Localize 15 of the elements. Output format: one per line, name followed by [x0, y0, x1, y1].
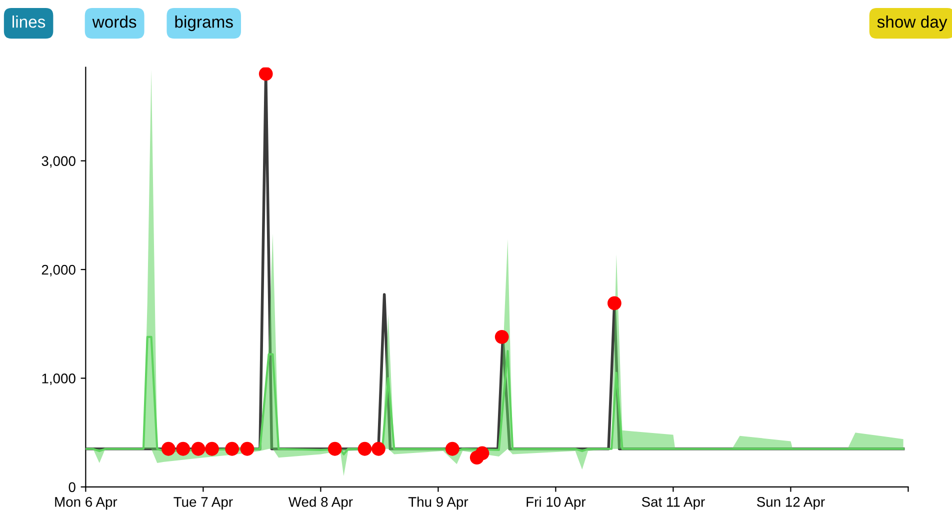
y-tick-label: 3,000	[42, 156, 76, 168]
x-tick-label: Sun 12 Apr	[756, 497, 825, 510]
text: bigrams	[175, 16, 233, 32]
x-tick-label: Fri 10 Apr	[526, 496, 586, 510]
x-tick-label: Mon 6 Apr	[55, 497, 118, 510]
y-tick-label: 1,000	[42, 374, 76, 386]
text: words	[92, 16, 136, 28]
x-tick-label: Tue 7 Apr	[174, 497, 233, 510]
text: show day	[877, 16, 948, 32]
x-tick-label: Sat 11 Apr	[642, 497, 705, 510]
text: lines	[12, 16, 46, 28]
y-tick-label: 0	[68, 482, 76, 492]
y-tick-label: 2,000	[42, 264, 76, 276]
x-tick-label: Thu 9 Apr	[408, 496, 468, 510]
x-tick-label: Wed 8 Apr	[288, 496, 353, 510]
